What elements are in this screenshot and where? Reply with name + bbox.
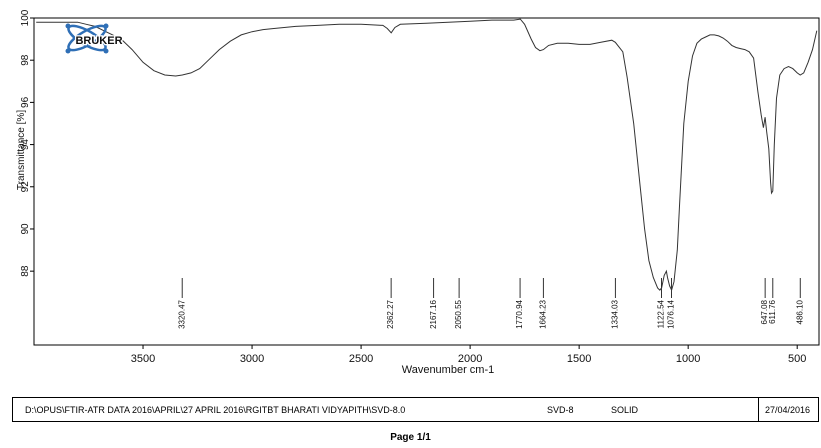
file-info-box: D:\OPUS\FTIR-ATR DATA 2016\APRIL\27 APRI… [12, 397, 819, 422]
bruker-logo: BRUKER [65, 23, 124, 54]
spectrum-line [36, 18, 818, 292]
y-tick-label: 98 [20, 54, 31, 66]
x-axis-label: Wavenumber cm-1 [402, 364, 495, 376]
y-axis-ticks: 88 90 92 94 96 98 100 [20, 9, 34, 277]
x-tick-label: 3000 [240, 353, 264, 365]
sample-name: SVD-8 [547, 405, 574, 415]
peak-label: 486.10 [795, 299, 804, 324]
sample-state: SOLID [611, 405, 639, 415]
peak-label: 2050.55 [454, 299, 463, 328]
peak-markers: 3320.47 2362.27 2167.16 2050.55 1770.94 1664.… [177, 278, 804, 329]
bruker-emblem-icon [65, 23, 109, 54]
x-tick-label: 1500 [567, 353, 591, 365]
peak-label: 611.76 [768, 299, 777, 323]
y-tick-label: 88 [20, 265, 31, 277]
plot-frame [33, 17, 820, 346]
x-tick-label: 3500 [131, 353, 155, 365]
x-tick-label: 2500 [349, 353, 373, 365]
y-tick-label: 90 [20, 223, 31, 235]
x-tick-label: 2000 [458, 353, 482, 365]
y-tick-label: 96 [20, 96, 31, 108]
page-number: Page 1/1 [390, 432, 431, 443]
peak-label: 3320.47 [177, 299, 186, 328]
peak-label: 2167.16 [429, 299, 438, 328]
peak-label: 1334.03 [610, 299, 619, 328]
peak-label: 2362.27 [386, 299, 395, 328]
file-path: D:\OPUS\FTIR-ATR DATA 2016\APRIL\27 APRI… [25, 405, 406, 415]
x-tick-label: 1000 [676, 353, 700, 365]
y-tick-label: 92 [20, 181, 31, 193]
peak-label: 1076.14 [667, 299, 676, 328]
x-tick-label: 500 [788, 353, 806, 365]
y-tick-label: 94 [20, 139, 31, 151]
x-axis-ticks: 3500 3000 2500 2000 1500 1000 500 [131, 345, 806, 365]
y-axis-label: Transmittance [%] [16, 110, 27, 190]
ftir-spectrum-chart: 88 90 92 94 96 98 100 3500 3000 2500 2000 1500 1000… [16, 9, 820, 376]
bruker-logo-text: BRUKER [75, 35, 122, 47]
peak-label: 647.08 [760, 299, 769, 324]
measurement-date: 27/04/2016 [765, 405, 811, 415]
peak-label: 1664.23 [538, 299, 547, 328]
y-tick-label: 100 [20, 9, 31, 26]
peak-label: 1770.94 [515, 299, 524, 328]
peak-label: 1122.54 [657, 299, 666, 328]
footer-divider [758, 398, 759, 421]
